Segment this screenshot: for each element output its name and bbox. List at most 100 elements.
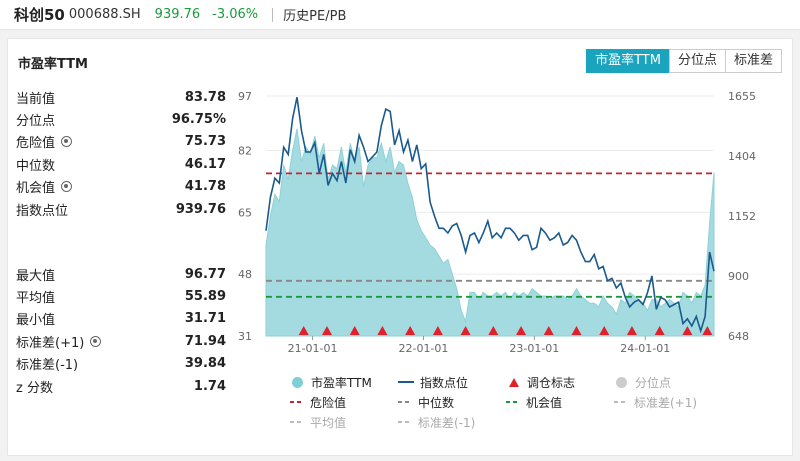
legend-item[interactable]: 市盈率TTM — [290, 374, 398, 391]
y-left-tick-label: 65 — [238, 206, 252, 219]
pe-chart: 31 48 65 82 97 648 900 1152 1404 1655 21-01-01 22-0… — [226, 86, 796, 406]
gear-icon[interactable] — [90, 335, 102, 347]
y-left-tick-label: 31 — [238, 330, 252, 343]
rebalance-marker — [543, 326, 554, 335]
index-change: -3.06% — [212, 7, 259, 22]
legend-dash-icon — [290, 421, 304, 423]
x-tick-label: 21-01-01 — [288, 342, 338, 355]
stat-value: 83.78 — [184, 89, 226, 105]
legend-item[interactable]: 调仓标志 — [506, 374, 614, 391]
legend-label: 危险值 — [310, 395, 347, 410]
rebalance-marker — [702, 326, 713, 335]
rebalance-marker — [654, 326, 665, 335]
legend-item[interactable]: 平均值 — [290, 414, 398, 431]
legend-dot-icon — [292, 376, 303, 388]
stat-label: 平均值 — [16, 291, 56, 307]
legend-dash-icon — [398, 401, 412, 403]
legend-dash-icon — [506, 401, 520, 403]
rebalance-marker — [460, 326, 471, 335]
legend-item[interactable]: 机会值 — [506, 394, 614, 411]
legend-item[interactable]: 分位点 — [614, 374, 722, 391]
stat-row: 标准差(-1) 39.84 — [16, 353, 226, 375]
rebalance-marker — [516, 326, 527, 335]
stat-value: 46.17 — [184, 156, 226, 172]
legend-label: 分位点 — [635, 375, 672, 390]
stat-value: 41.78 — [184, 179, 226, 195]
stat-value: 939.76 — [175, 201, 226, 217]
index-line — [265, 97, 715, 334]
y-right-tick-label: 900 — [728, 270, 749, 283]
legend-item[interactable]: 中位数 — [398, 394, 506, 411]
legend-label: 机会值 — [526, 395, 563, 410]
stat-row: 分位点 96.75% — [16, 108, 226, 130]
card-title: 市盈率TTM — [18, 57, 88, 72]
legend-triangle-icon — [509, 377, 519, 387]
stat-value: 1.74 — [193, 378, 226, 394]
rebalance-marker — [682, 326, 693, 335]
legend-label: 标准差(-1) — [418, 415, 476, 430]
pe-card: 市盈率TTM 市盈率TTM 分位点 标准差 当前值 83.78 分位点 96.75% 危… — [7, 38, 793, 456]
stat-value: 31.71 — [184, 311, 226, 327]
stat-label: 当前值 — [16, 91, 56, 107]
stat-row: 指数点位 939.76 — [16, 198, 226, 220]
stat-label: 最大值 — [16, 268, 56, 284]
rebalance-marker — [377, 326, 388, 335]
rebalance-marker — [405, 326, 416, 335]
legend-item[interactable]: 指数点位 — [398, 374, 506, 391]
stat-label: 标准差(+1) — [16, 335, 85, 351]
y-left-tick-label: 82 — [238, 145, 252, 158]
stat-value: 96.75% — [171, 112, 226, 128]
stat-label: 分位点 — [16, 114, 56, 130]
legend-item[interactable]: 标准差(+1) — [614, 394, 722, 411]
legend-dash-icon — [290, 401, 304, 403]
stat-label: 机会值 — [16, 181, 56, 197]
tab-pe-ttm[interactable]: 市盈率TTM — [586, 49, 670, 73]
stat-value: 75.73 — [184, 134, 226, 150]
stat-label: z 分数 — [16, 380, 53, 396]
y-right-tick-label: 1404 — [728, 150, 756, 163]
legend-dot-icon — [616, 376, 627, 388]
stat-label: 指数点位 — [16, 203, 69, 219]
stock-header: 科创50 000688.SH 939.76 -3.06% 历史PE/PB — [0, 0, 800, 30]
legend-label: 市盈率TTM — [311, 375, 372, 390]
rebalance-marker — [349, 326, 360, 335]
stat-label: 中位数 — [16, 158, 56, 174]
stat-row: 最小值 31.71 — [16, 308, 226, 330]
tab-std-dev[interactable]: 标准差 — [724, 49, 782, 73]
x-tick-label: 22-01-01 — [398, 342, 448, 355]
legend-label: 调仓标志 — [527, 375, 576, 390]
legend-item[interactable]: 标准差(-1) — [398, 414, 506, 431]
rebalance-marker — [432, 326, 443, 335]
legend-line-icon — [398, 381, 414, 383]
stat-label: 标准差(-1) — [16, 358, 79, 374]
gear-icon[interactable] — [61, 181, 73, 193]
stat-row: 危险值 75.73 — [16, 131, 226, 153]
stat-row: 最大值 96.77 — [16, 263, 226, 285]
chart-legend: 市盈率TTM 指数点位 调仓标志 分位点危险值 中位数 机会值 标准差(+1) 平均值 标准差(… — [290, 372, 780, 432]
header-divider — [272, 7, 274, 22]
stat-row: 标准差(+1) 71.94 — [16, 330, 226, 352]
legend-dash-icon — [614, 401, 628, 403]
stat-value: 96.77 — [184, 266, 226, 282]
stats-top: 当前值 83.78 分位点 96.75% 危险值 75.73 中位数 46.17 机会值 41.7… — [16, 86, 226, 220]
rebalance-marker — [298, 326, 309, 335]
gear-icon[interactable] — [61, 136, 73, 148]
index-name: 科创50 — [14, 6, 65, 24]
x-tick-label: 24-01-01 — [620, 342, 670, 355]
stat-label: 危险值 — [16, 136, 56, 152]
x-tick-label: 23-01-01 — [509, 342, 559, 355]
rebalance-marker — [321, 326, 332, 335]
stat-row: 中位数 46.17 — [16, 153, 226, 175]
y-left-tick-label: 97 — [238, 90, 252, 103]
index-code: 000688.SH — [68, 7, 141, 22]
tab-percentile[interactable]: 分位点 — [668, 49, 726, 73]
stat-label: 最小值 — [16, 313, 56, 329]
y-right-tick-label: 1655 — [728, 90, 756, 103]
metric-tabs: 市盈率TTM 分位点 标准差 — [586, 49, 782, 73]
legend-item[interactable]: 危险值 — [290, 394, 398, 411]
rebalance-marker — [599, 326, 610, 335]
index-price: 939.76 — [154, 7, 201, 22]
history-pe-pb-link[interactable]: 历史PE/PB — [283, 9, 347, 24]
legend-label: 标准差(+1) — [634, 395, 698, 410]
stat-value: 55.89 — [184, 289, 226, 305]
